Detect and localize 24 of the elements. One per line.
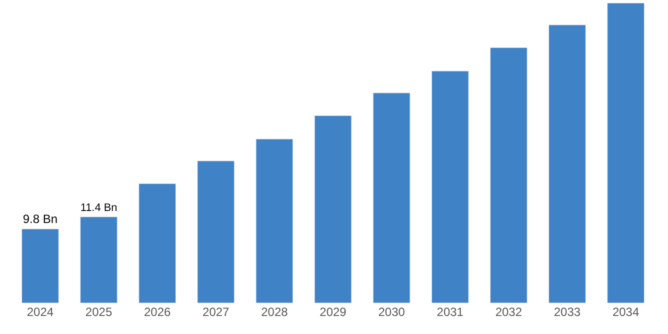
bar	[197, 160, 235, 303]
bar	[256, 138, 294, 303]
x-tick-label: 2032	[495, 305, 522, 319]
bar	[372, 92, 410, 303]
x-tick-label: 2024	[26, 305, 54, 319]
bar	[138, 183, 176, 303]
x-tick-label: 2027	[202, 305, 230, 319]
bar	[548, 24, 586, 303]
x-tick-label: 2034	[612, 305, 640, 319]
bar	[80, 216, 118, 303]
bar	[607, 3, 644, 303]
bar	[431, 70, 469, 303]
bar	[314, 115, 352, 303]
x-tick-label: 2029	[320, 305, 347, 319]
x-tick-label: 2028	[261, 305, 288, 319]
x-tick-label: 2031	[436, 305, 464, 319]
bar	[490, 47, 528, 303]
x-tick-label: 2033	[554, 305, 581, 319]
x-tick-label: 2026	[144, 305, 171, 319]
data-label: 9.8 Bn	[22, 212, 58, 226]
x-tick-label: 2025	[85, 305, 112, 319]
x-tick-label: 2030	[378, 305, 406, 319]
bar	[22, 228, 59, 303]
data-label: 11.4 Bn	[80, 202, 118, 214]
